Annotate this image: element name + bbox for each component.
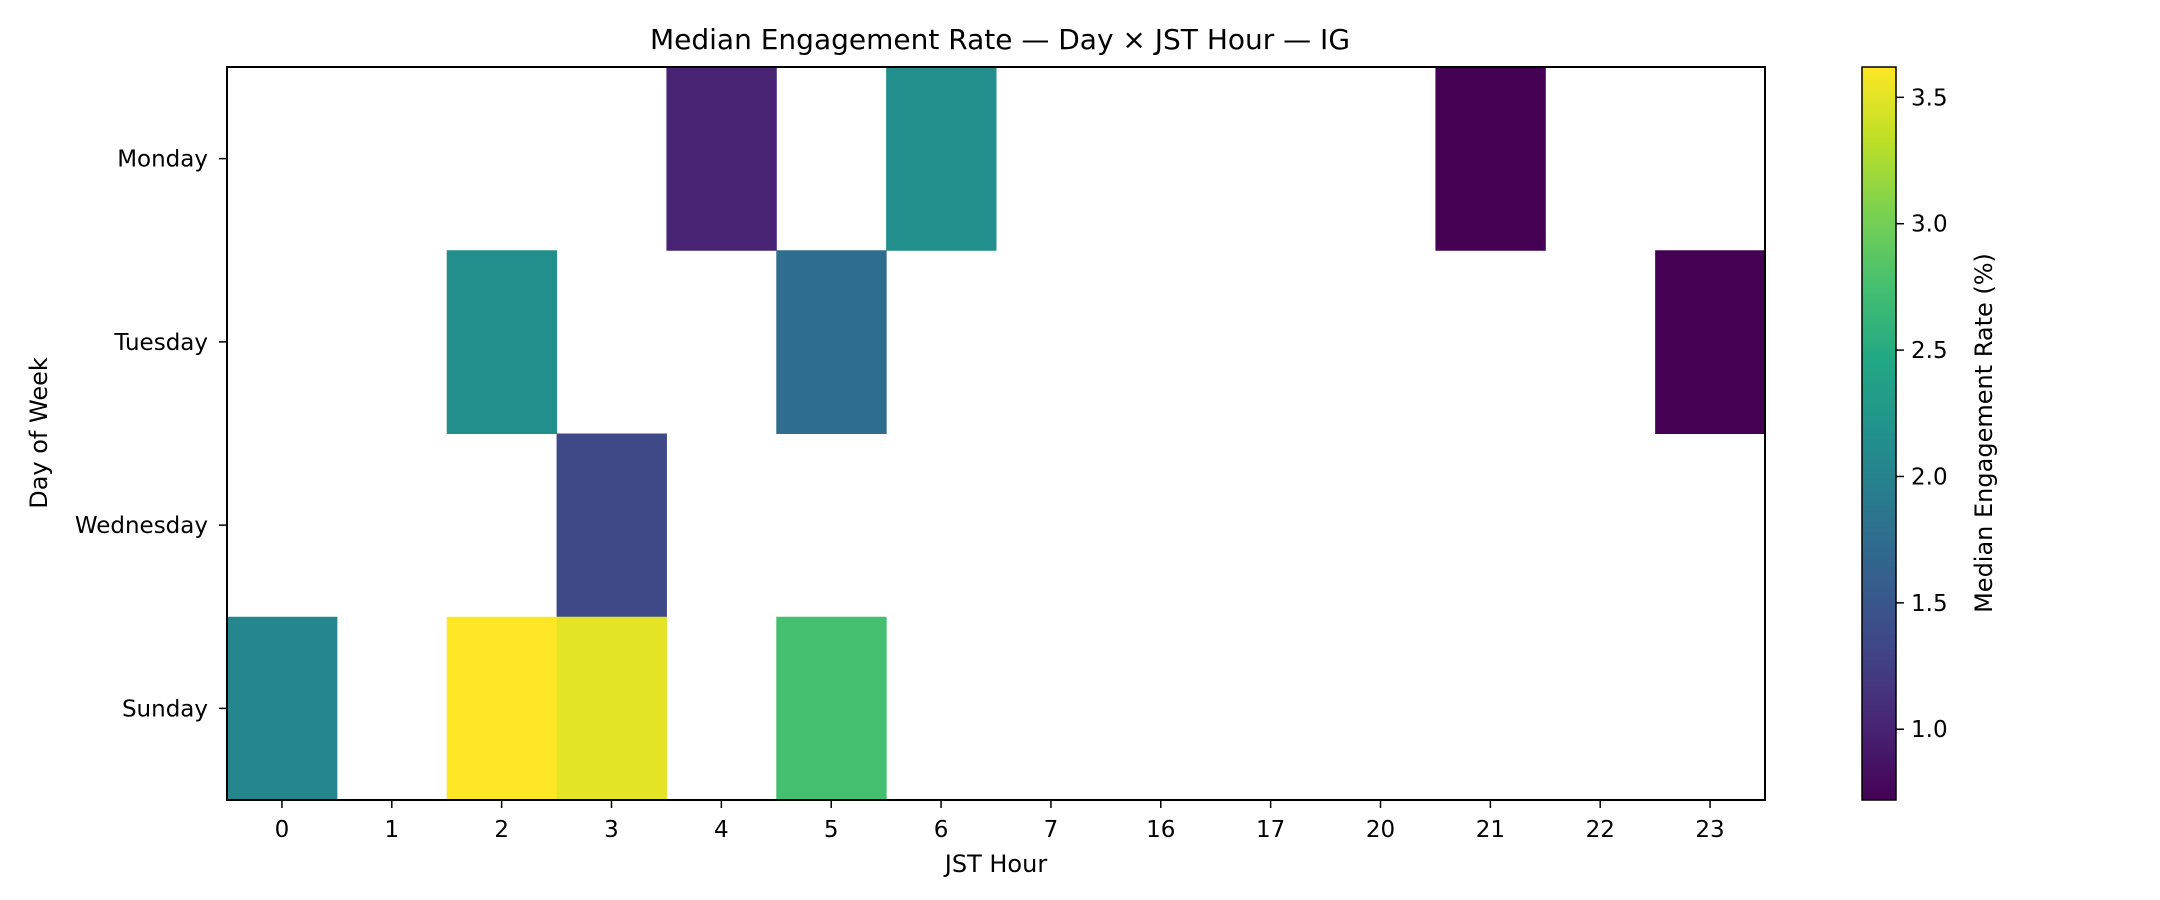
colorbar-tick-label: 2.5 — [1911, 338, 1948, 364]
y-tick-label: Monday — [117, 147, 208, 173]
y-axis-label: Day of Week — [25, 357, 53, 509]
heatmap-cell — [776, 616, 887, 801]
x-tick-label: 23 — [1695, 817, 1724, 843]
chart-title: Median Engagement Rate — Day × JST Hour … — [650, 23, 1350, 56]
y-axis-ticks: Monday Tuesday Wednesday Sunday — [75, 147, 227, 722]
heatmap-cell — [446, 250, 558, 434]
colorbar-tick-label: 3.5 — [1911, 85, 1948, 111]
heatmap-cell — [227, 616, 338, 801]
colorbar-tick-label: 2.0 — [1911, 464, 1948, 490]
heatmap-cell — [556, 433, 667, 618]
x-tick-label: 5 — [824, 817, 839, 843]
x-tick-label: 0 — [275, 817, 290, 843]
x-tick-label: 17 — [1256, 817, 1285, 843]
plot-frame — [226, 66, 1766, 801]
heatmap-cell — [446, 616, 558, 801]
colorbar-tick-label: 1.5 — [1911, 591, 1948, 617]
heatmap-cell — [1655, 250, 1766, 434]
colorbar — [1861, 66, 1897, 801]
y-tick-label: Sunday — [122, 696, 208, 722]
x-axis-label: JST Hour — [943, 850, 1048, 878]
heatmap-cell — [776, 250, 887, 434]
x-tick-label: 1 — [384, 817, 399, 843]
x-tick-label: 22 — [1586, 817, 1615, 843]
x-tick-label: 21 — [1476, 817, 1505, 843]
x-tick-label: 4 — [714, 817, 729, 843]
x-tick-label: 2 — [494, 817, 509, 843]
heatmap-cells — [227, 67, 1766, 801]
colorbar-ticks: 1.0 1.5 2.0 2.5 3.0 3.5 — [1896, 85, 1948, 743]
x-axis-ticks: 0 1 2 3 4 5 6 7 16 17 20 21 22 23 — [275, 800, 1725, 843]
x-tick-label: 6 — [934, 817, 949, 843]
x-tick-label: 7 — [1044, 817, 1059, 843]
colorbar-label: Median Engagement Rate (%) — [1970, 253, 1998, 613]
heatmap-cell — [1435, 67, 1546, 251]
x-tick-label: 16 — [1146, 817, 1175, 843]
colorbar-tick-label: 1.0 — [1911, 717, 1948, 743]
colorbar-tick-label: 3.0 — [1911, 212, 1948, 238]
heatmap-cell — [886, 67, 997, 251]
heatmap-cell — [666, 67, 777, 251]
heatmap-cell — [556, 616, 667, 801]
x-tick-label: 3 — [604, 817, 619, 843]
y-tick-label: Tuesday — [113, 330, 208, 356]
y-tick-label: Wednesday — [75, 513, 208, 539]
x-tick-label: 20 — [1366, 817, 1395, 843]
